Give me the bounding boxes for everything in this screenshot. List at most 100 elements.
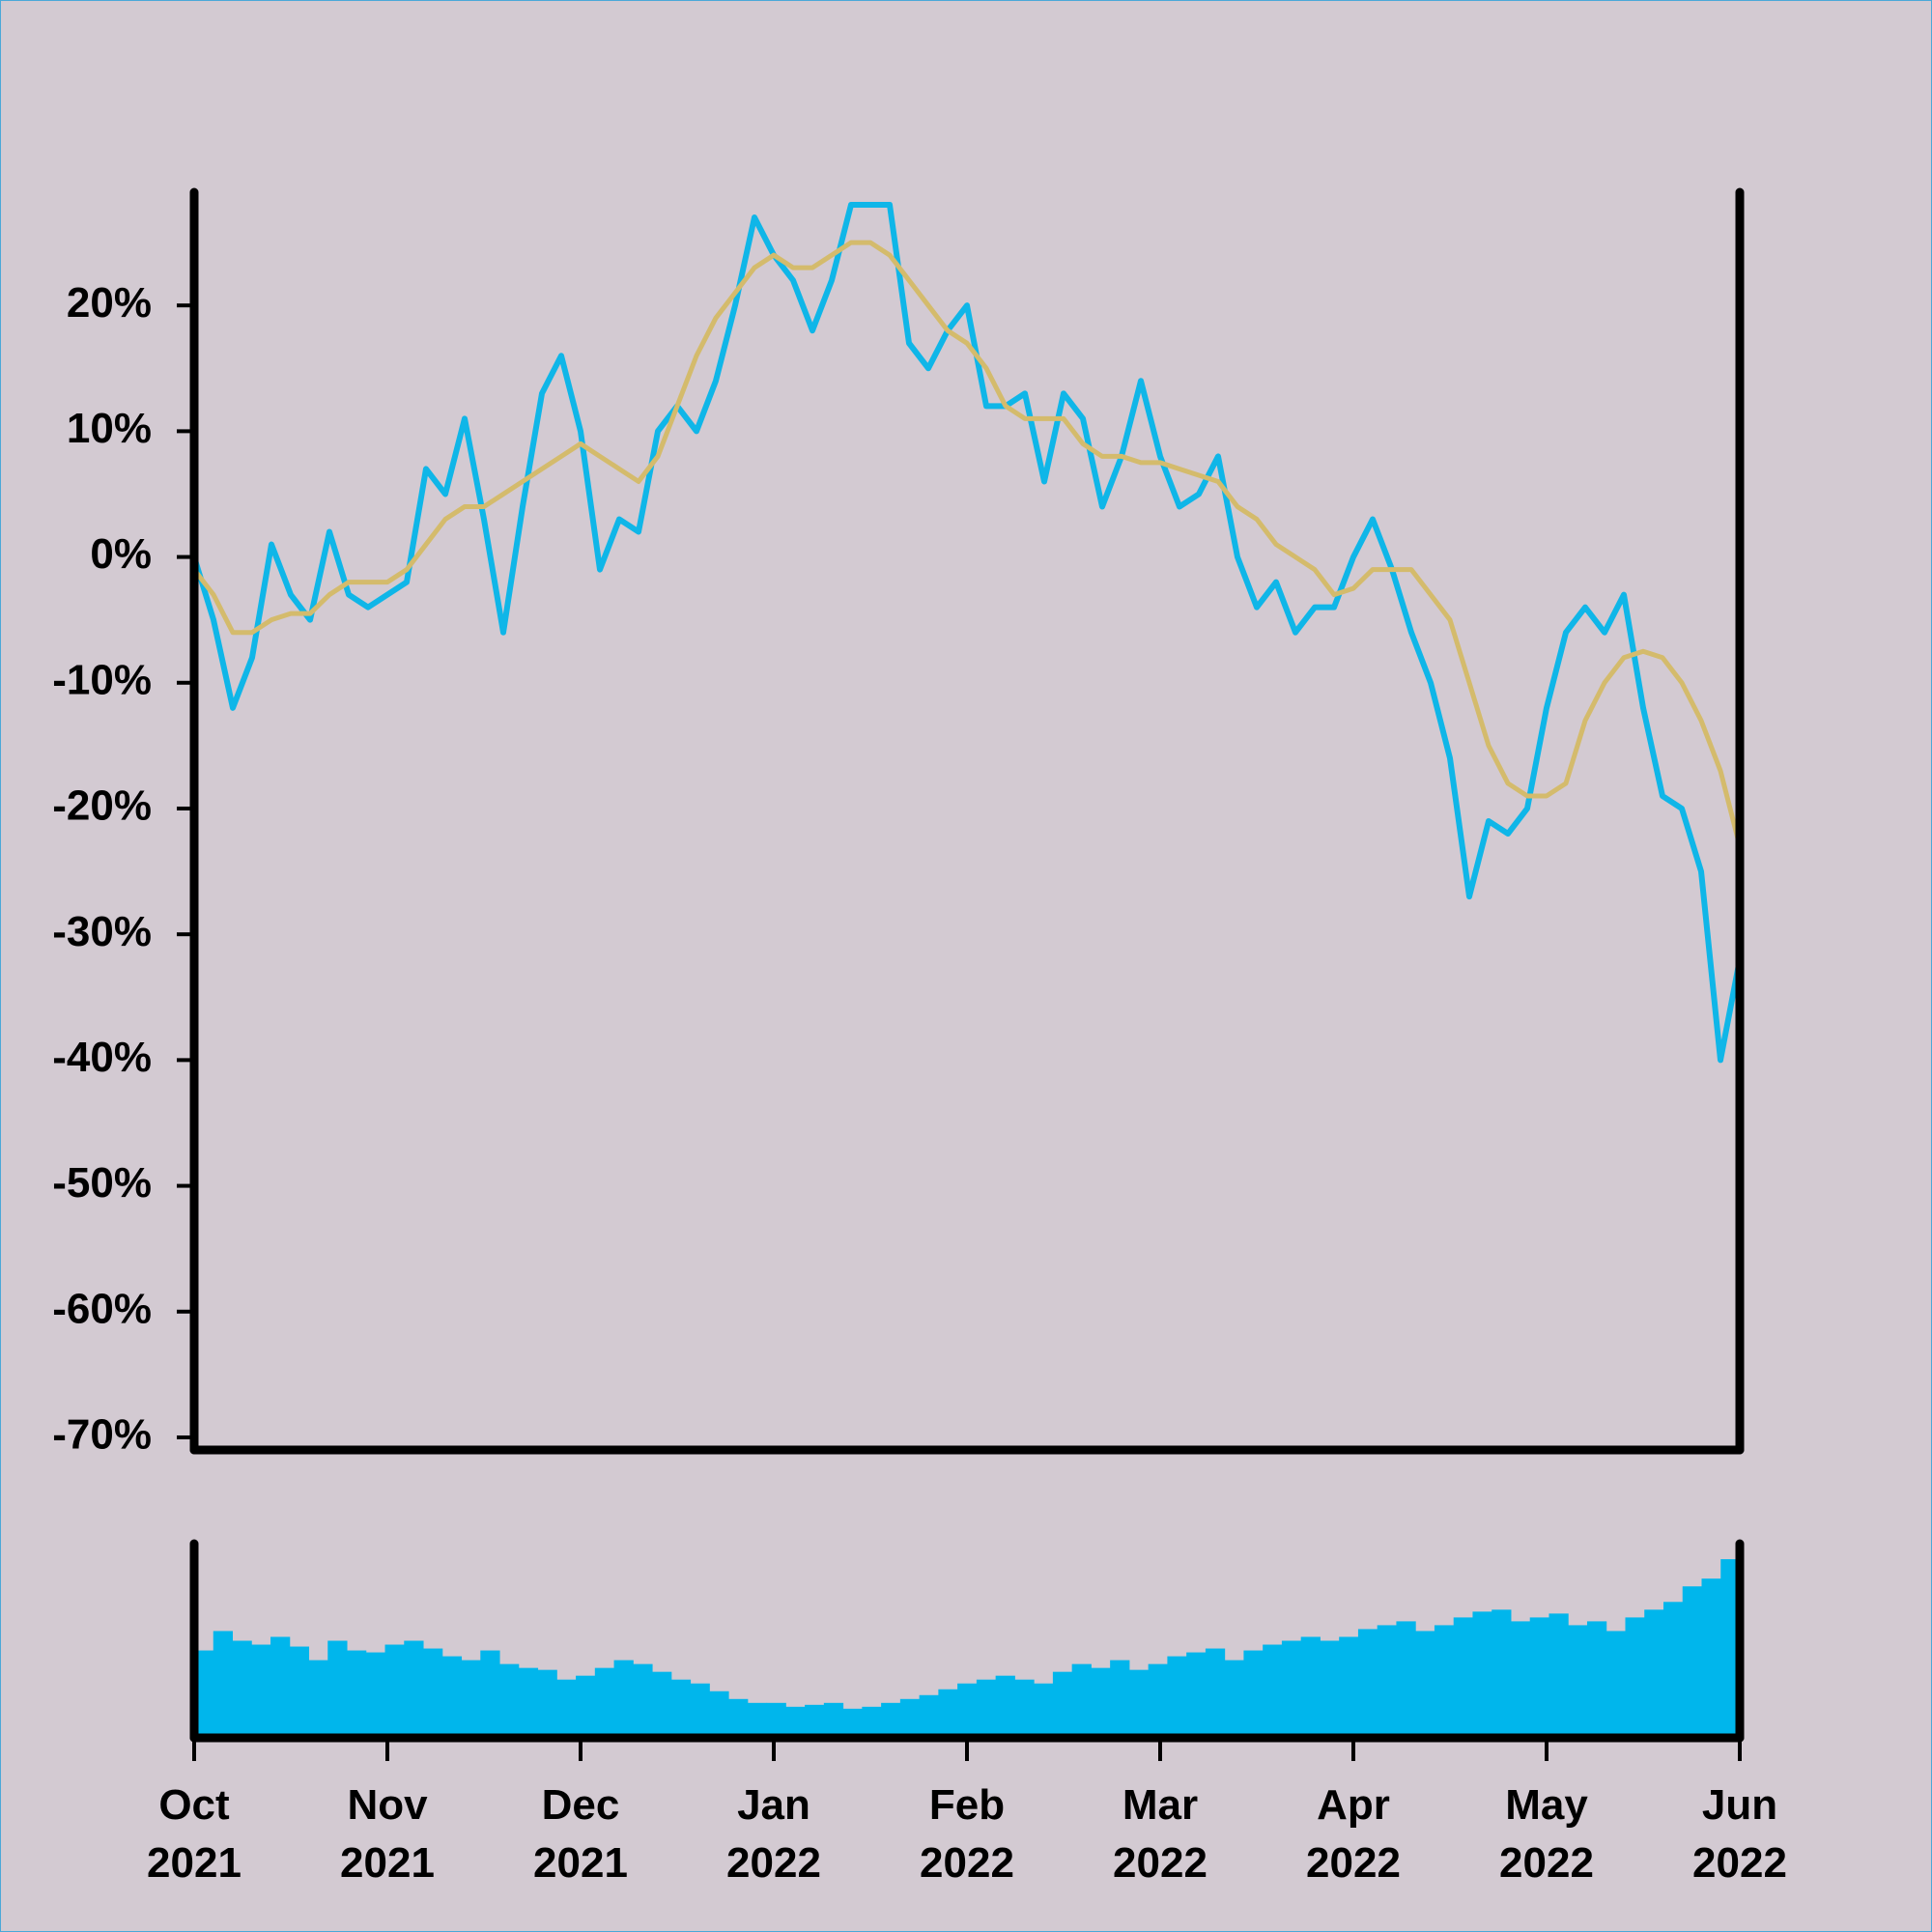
volume-bar xyxy=(690,1683,710,1738)
volume-bar xyxy=(670,1679,692,1738)
volume-bar xyxy=(1186,1652,1207,1738)
volume-bar xyxy=(1662,1602,1684,1738)
y-tick-label: -20% xyxy=(52,782,152,830)
volume-bar xyxy=(1357,1629,1378,1738)
x-tick-label: Oct 2021 xyxy=(147,1781,242,1887)
volume-bar xyxy=(633,1663,653,1738)
volume-bar xyxy=(1644,1609,1664,1738)
volume-bar xyxy=(308,1660,328,1738)
volume-bar xyxy=(461,1660,481,1738)
y-tick-label: -60% xyxy=(52,1285,152,1332)
x-tick-label: Mar 2022 xyxy=(1113,1781,1208,1887)
volume-bar xyxy=(957,1683,978,1738)
volume-bar xyxy=(1586,1621,1607,1738)
x-tick-label: Jan 2022 xyxy=(726,1781,821,1887)
volume-bar xyxy=(327,1640,348,1738)
volume-bar xyxy=(1720,1559,1741,1738)
volume-bar xyxy=(289,1646,310,1738)
volume-bar xyxy=(594,1667,615,1738)
y-tick-label: -50% xyxy=(52,1159,152,1207)
volume-bar xyxy=(1034,1683,1054,1738)
volume-bar xyxy=(1548,1613,1569,1738)
volume-bar xyxy=(194,1650,214,1738)
volume-bar xyxy=(1128,1669,1150,1738)
series-line xyxy=(192,240,1743,847)
volume-bar xyxy=(1339,1636,1359,1738)
volume-bar xyxy=(1682,1586,1702,1738)
series-line xyxy=(191,202,1743,1064)
volume-bar xyxy=(805,1704,825,1738)
volume-bar xyxy=(499,1663,520,1738)
volume-bar xyxy=(1529,1617,1549,1738)
volume-bar xyxy=(1281,1640,1302,1738)
volume-bar xyxy=(1453,1617,1473,1738)
volume-bar xyxy=(613,1660,634,1738)
volume-bar xyxy=(1205,1648,1226,1738)
volume-bar xyxy=(652,1671,672,1738)
y-tick-label: 0% xyxy=(90,530,152,578)
volume-bar xyxy=(1415,1631,1435,1738)
x-tick-label: Feb 2022 xyxy=(920,1781,1014,1887)
y-tick-label: -40% xyxy=(52,1034,152,1081)
volume-bar xyxy=(899,1698,921,1738)
x-tick-label: May 2022 xyxy=(1499,1781,1594,1887)
volume-bar xyxy=(537,1669,557,1738)
volume-bar xyxy=(270,1636,291,1738)
volume-bar xyxy=(1492,1609,1512,1738)
volume-bar xyxy=(709,1690,729,1738)
volume-bar xyxy=(1377,1625,1397,1738)
y-tick-label: 20% xyxy=(67,279,152,327)
volume-bar xyxy=(785,1706,806,1738)
volume-bar xyxy=(423,1648,443,1738)
volume-bar xyxy=(862,1706,882,1738)
volume-bar xyxy=(1167,1656,1187,1738)
volume-bar xyxy=(842,1708,863,1738)
x-tick-label: Dec 2021 xyxy=(533,1781,628,1887)
volume-bar xyxy=(365,1652,386,1738)
volume-bar xyxy=(919,1694,939,1738)
volume-bar xyxy=(766,1702,786,1738)
x-tick-label: Apr 2022 xyxy=(1306,1781,1401,1887)
y-tick-label: -70% xyxy=(52,1411,152,1459)
volume-bar xyxy=(976,1679,997,1738)
volume-bar xyxy=(576,1675,596,1738)
x-tick-label: Jun 2022 xyxy=(1692,1781,1787,1887)
volume-bar xyxy=(1625,1617,1645,1738)
volume-bar xyxy=(1014,1679,1035,1738)
volume-bar xyxy=(404,1640,424,1738)
volume-bar xyxy=(441,1656,463,1738)
volume-bar xyxy=(556,1679,577,1738)
volume-bar xyxy=(1263,1644,1283,1738)
volume-bar xyxy=(995,1675,1015,1738)
volume-bar xyxy=(1091,1667,1111,1738)
volume-bar xyxy=(747,1702,768,1738)
volume-bar xyxy=(1052,1671,1073,1738)
volume-bar xyxy=(881,1702,901,1738)
volume-bar xyxy=(1110,1660,1130,1738)
volume-bar xyxy=(480,1650,500,1738)
volume-bar xyxy=(1300,1636,1321,1738)
volume-bar xyxy=(347,1650,367,1738)
volume-bar xyxy=(1605,1631,1626,1738)
volume-bar xyxy=(232,1640,252,1738)
volume-bar xyxy=(1434,1625,1455,1738)
volume-bar xyxy=(251,1644,271,1738)
volume-bar xyxy=(518,1667,539,1738)
volume-bar xyxy=(1396,1621,1416,1738)
volume-bar xyxy=(1320,1640,1340,1738)
volume-bar xyxy=(213,1631,234,1738)
volume-bar xyxy=(1701,1578,1721,1738)
volume-bar xyxy=(728,1698,749,1738)
volume-bar xyxy=(1568,1625,1588,1738)
volume-bar xyxy=(938,1689,958,1738)
volume-bar xyxy=(1224,1660,1244,1738)
volume-bar xyxy=(823,1702,844,1738)
volume-bar xyxy=(1071,1663,1092,1738)
volume-bar xyxy=(1243,1650,1264,1738)
x-tick-label: Nov 2021 xyxy=(340,1781,435,1887)
y-tick-label: 10% xyxy=(67,405,152,452)
y-tick-label: -30% xyxy=(52,908,152,955)
volume-bar xyxy=(1510,1621,1531,1738)
volume-bar xyxy=(384,1644,405,1738)
